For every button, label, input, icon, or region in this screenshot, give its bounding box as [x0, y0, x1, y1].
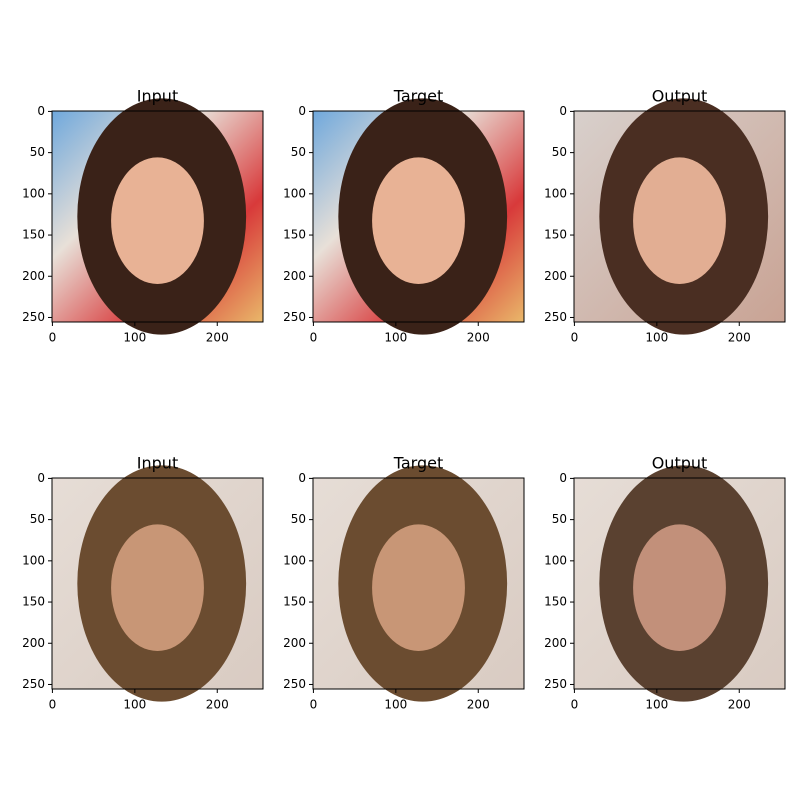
- y-tick-label: 50: [30, 145, 45, 159]
- y-tick-label: 50: [552, 512, 567, 526]
- y-tick-label: 50: [291, 512, 306, 526]
- y-tick-label: 50: [291, 145, 306, 159]
- y-tick-label: 100: [22, 553, 45, 567]
- y-tick-label: 100: [544, 186, 567, 200]
- y-tick-label: 250: [283, 310, 306, 324]
- y-tick-label: 200: [544, 269, 567, 283]
- y-tick-label: 0: [37, 104, 45, 118]
- y-tick-label: 150: [22, 228, 45, 242]
- axes-frame: [51, 477, 264, 690]
- y-tick-label: 50: [30, 512, 45, 526]
- y-tick-label: 0: [298, 471, 306, 485]
- x-tick-label: 100: [384, 698, 407, 712]
- y-tick-label: 100: [283, 186, 306, 200]
- panel-title: Output: [652, 454, 708, 473]
- axes-frame: [51, 110, 264, 323]
- y-tick-label: 200: [283, 636, 306, 650]
- y-tick-label: 100: [283, 553, 306, 567]
- x-tick-label: 200: [206, 698, 229, 712]
- x-tick-label: 0: [49, 698, 57, 712]
- face: [633, 157, 726, 285]
- y-tick-label: 200: [22, 636, 45, 650]
- y-tick-label: 50: [552, 145, 567, 159]
- y-tick-label: 100: [544, 553, 567, 567]
- axes-frame: [573, 477, 786, 690]
- x-tick-label: 200: [728, 698, 751, 712]
- y-tick-label: 100: [22, 186, 45, 200]
- x-tick-label: 100: [123, 698, 146, 712]
- panel-title: Output: [652, 87, 708, 106]
- y-tick-label: 150: [283, 595, 306, 609]
- y-tick-label: 150: [283, 228, 306, 242]
- y-tick-label: 250: [544, 677, 567, 691]
- x-tick-label: 200: [467, 331, 490, 345]
- face: [633, 524, 726, 652]
- x-tick-label: 100: [645, 698, 668, 712]
- y-tick-label: 200: [283, 269, 306, 283]
- y-tick-label: 150: [544, 595, 567, 609]
- y-tick-label: 0: [298, 104, 306, 118]
- x-tick-label: 100: [384, 331, 407, 345]
- y-tick-label: 200: [544, 636, 567, 650]
- x-tick-label: 200: [728, 331, 751, 345]
- face: [372, 157, 465, 285]
- y-tick-label: 250: [22, 310, 45, 324]
- x-tick-label: 0: [571, 698, 579, 712]
- x-tick-label: 200: [206, 331, 229, 345]
- face: [111, 524, 204, 652]
- panel-title: Input: [137, 87, 178, 106]
- panel-title: Target: [393, 87, 444, 106]
- x-tick-label: 100: [123, 331, 146, 345]
- panel-title: Input: [137, 454, 178, 473]
- y-tick-label: 0: [37, 471, 45, 485]
- axes-frame: [573, 110, 786, 323]
- axes-frame: [312, 477, 525, 690]
- y-tick-label: 200: [22, 269, 45, 283]
- x-tick-label: 0: [571, 331, 579, 345]
- panel-title: Target: [393, 454, 444, 473]
- face: [111, 157, 204, 285]
- x-tick-label: 0: [310, 698, 318, 712]
- y-tick-label: 0: [559, 471, 567, 485]
- y-tick-label: 150: [544, 228, 567, 242]
- x-tick-label: 0: [310, 331, 318, 345]
- y-tick-label: 150: [22, 595, 45, 609]
- x-tick-label: 200: [467, 698, 490, 712]
- x-tick-label: 100: [645, 331, 668, 345]
- face: [372, 524, 465, 652]
- axes-frame: [312, 110, 525, 323]
- y-tick-label: 250: [283, 677, 306, 691]
- y-tick-label: 250: [544, 310, 567, 324]
- y-tick-label: 250: [22, 677, 45, 691]
- x-tick-label: 0: [49, 331, 57, 345]
- y-tick-label: 0: [559, 104, 567, 118]
